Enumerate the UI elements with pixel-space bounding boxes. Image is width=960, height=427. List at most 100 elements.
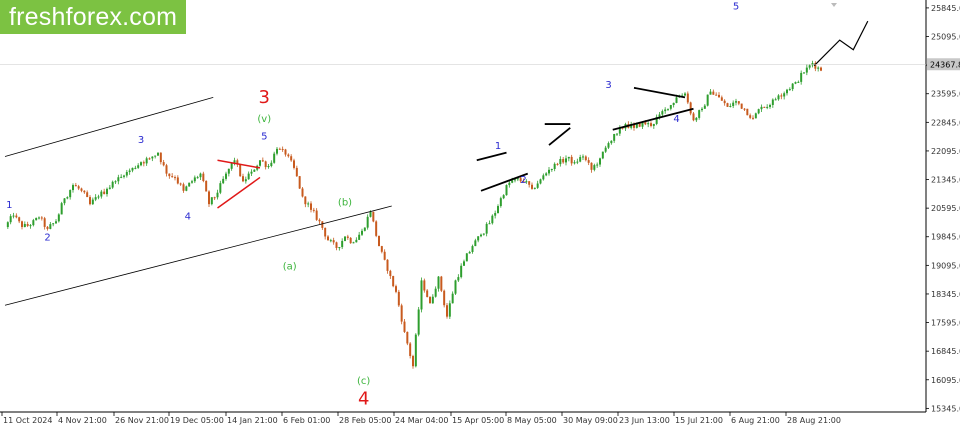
candle-body [709, 91, 712, 95]
candle-body [267, 166, 270, 168]
candle-body [80, 188, 83, 191]
candle-body [253, 169, 256, 172]
candle-body [94, 197, 97, 200]
candle-body [550, 169, 553, 171]
candle-body [618, 127, 621, 134]
triangle-line-5 [480, 172, 529, 192]
candle-body [162, 162, 165, 166]
candle-body [321, 221, 324, 228]
candle-body [213, 197, 216, 199]
scroll-marker-icon [831, 3, 837, 7]
candle-body [723, 100, 726, 104]
candle-body [610, 140, 613, 144]
x-tick-label: 6 Aug 21:00 [731, 416, 780, 425]
candle-body [140, 162, 142, 166]
candle-body [808, 65, 811, 68]
candle-body [276, 148, 278, 154]
candle-body [519, 178, 522, 182]
candle-body [329, 240, 332, 242]
wave-label: 2 [520, 175, 526, 186]
triangle-line-9 [612, 107, 694, 131]
candle-body [74, 185, 77, 187]
candle-body [650, 123, 652, 126]
y-tick-label: 25845.0 [931, 4, 960, 13]
candle-body [182, 184, 185, 191]
candle-body [409, 343, 412, 356]
candle-body [706, 94, 709, 106]
candle-body [301, 188, 304, 197]
candle-body [18, 217, 21, 222]
candle-body [120, 176, 123, 178]
candle-body [134, 167, 137, 169]
candle-body [567, 156, 570, 159]
candle-body [587, 160, 590, 163]
candle-body [341, 240, 344, 248]
candle-body [363, 227, 366, 231]
triangle-line-2 [217, 159, 261, 169]
candle-body [261, 160, 264, 162]
candle-body [664, 109, 667, 112]
candle-body [582, 156, 584, 158]
x-tick-label: 11 Oct 2024 [3, 416, 52, 425]
candle-body [392, 276, 395, 287]
candle-body [278, 148, 281, 150]
candle-body [667, 108, 669, 110]
candle-body [514, 179, 516, 181]
candle-body [137, 165, 140, 168]
candle-body [488, 223, 491, 225]
candle-body [239, 164, 242, 177]
candle-body [505, 185, 508, 196]
candle-body [720, 97, 723, 101]
candle-body [771, 99, 774, 105]
candle-body [508, 182, 511, 186]
candle-body [375, 221, 378, 236]
candle-body [485, 223, 488, 234]
candle-body [310, 203, 312, 210]
trendline-0 [4, 96, 214, 157]
candle-body [573, 162, 576, 164]
candle-body [386, 259, 389, 271]
candle-body [760, 106, 763, 110]
y-tick-label: 23595.0 [931, 90, 960, 99]
wave-label: 5 [733, 2, 739, 13]
candle-body [763, 106, 766, 108]
candle-body [735, 101, 737, 103]
candle-body [431, 296, 434, 304]
candle-body [607, 143, 610, 148]
candle-body [29, 225, 32, 227]
candle-body [576, 161, 579, 163]
x-tick-label: 15 Apr 05:00 [452, 416, 504, 425]
candle-body [32, 220, 35, 226]
wave-label: 4 [358, 388, 369, 409]
candle-body [250, 171, 253, 174]
candle-body [315, 210, 318, 220]
candle-body [46, 226, 49, 229]
brand-logo: freshforex.com [0, 0, 186, 34]
candle-body [165, 165, 168, 174]
candle-body [86, 192, 89, 198]
wave-label: 1 [495, 141, 501, 152]
x-tick-label: 30 May 09:00 [563, 416, 618, 425]
candle-body [43, 218, 46, 227]
candle-body [516, 178, 519, 180]
candle-body [332, 240, 335, 243]
candle-body [494, 213, 497, 216]
candle-body [525, 181, 528, 183]
triangle-line-8 [633, 86, 686, 99]
candle-body [125, 172, 128, 176]
candle-body [633, 124, 635, 128]
candle-body [230, 163, 233, 169]
x-tick-label: 19 Dec 05:00 [170, 416, 224, 425]
candle-body [273, 153, 276, 163]
candle-body [202, 173, 205, 182]
candle-body [38, 217, 40, 219]
candle-body [732, 102, 735, 106]
candle-body [791, 83, 794, 90]
wave-label: 4 [673, 114, 679, 125]
candle-body [474, 240, 477, 247]
candle-body [463, 261, 465, 266]
candle-body [613, 134, 616, 141]
candle-body [545, 173, 548, 176]
candle-body [454, 280, 457, 294]
